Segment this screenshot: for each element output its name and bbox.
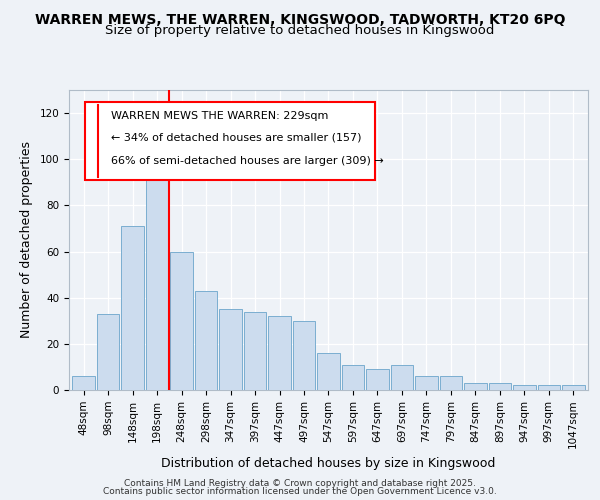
Text: WARREN MEWS, THE WARREN, KINGSWOOD, TADWORTH, KT20 6PQ: WARREN MEWS, THE WARREN, KINGSWOOD, TADW… (35, 12, 565, 26)
Text: Contains public sector information licensed under the Open Government Licence v3: Contains public sector information licen… (103, 487, 497, 496)
Bar (317, 353, 340, 390)
Text: WARREN MEWS THE WARREN: 229sqm: WARREN MEWS THE WARREN: 229sqm (110, 111, 328, 121)
Bar (464, 383, 487, 390)
Bar (366, 369, 389, 390)
Text: Size of property relative to detached houses in Kingswood: Size of property relative to detached ho… (106, 24, 494, 37)
Bar (562, 386, 584, 390)
Bar (220, 309, 242, 390)
Bar (415, 376, 437, 390)
Bar (121, 226, 144, 390)
Bar (538, 386, 560, 390)
Text: Contains HM Land Registry data © Crown copyright and database right 2025.: Contains HM Land Registry data © Crown c… (124, 478, 476, 488)
Bar (391, 364, 413, 390)
FancyBboxPatch shape (85, 102, 375, 180)
Bar (342, 364, 364, 390)
Bar (97, 314, 119, 390)
Y-axis label: Number of detached properties: Number of detached properties (20, 142, 32, 338)
Bar (244, 312, 266, 390)
Bar (293, 321, 315, 390)
Bar (146, 166, 169, 390)
Text: 66% of semi-detached houses are larger (309) →: 66% of semi-detached houses are larger (… (110, 156, 383, 166)
Bar (268, 316, 291, 390)
Bar (195, 291, 217, 390)
Bar (73, 376, 95, 390)
Bar (170, 252, 193, 390)
Bar (513, 386, 536, 390)
Text: ← 34% of detached houses are smaller (157): ← 34% of detached houses are smaller (15… (110, 132, 361, 142)
Bar (488, 383, 511, 390)
Bar (440, 376, 462, 390)
X-axis label: Distribution of detached houses by size in Kingswood: Distribution of detached houses by size … (161, 456, 496, 469)
